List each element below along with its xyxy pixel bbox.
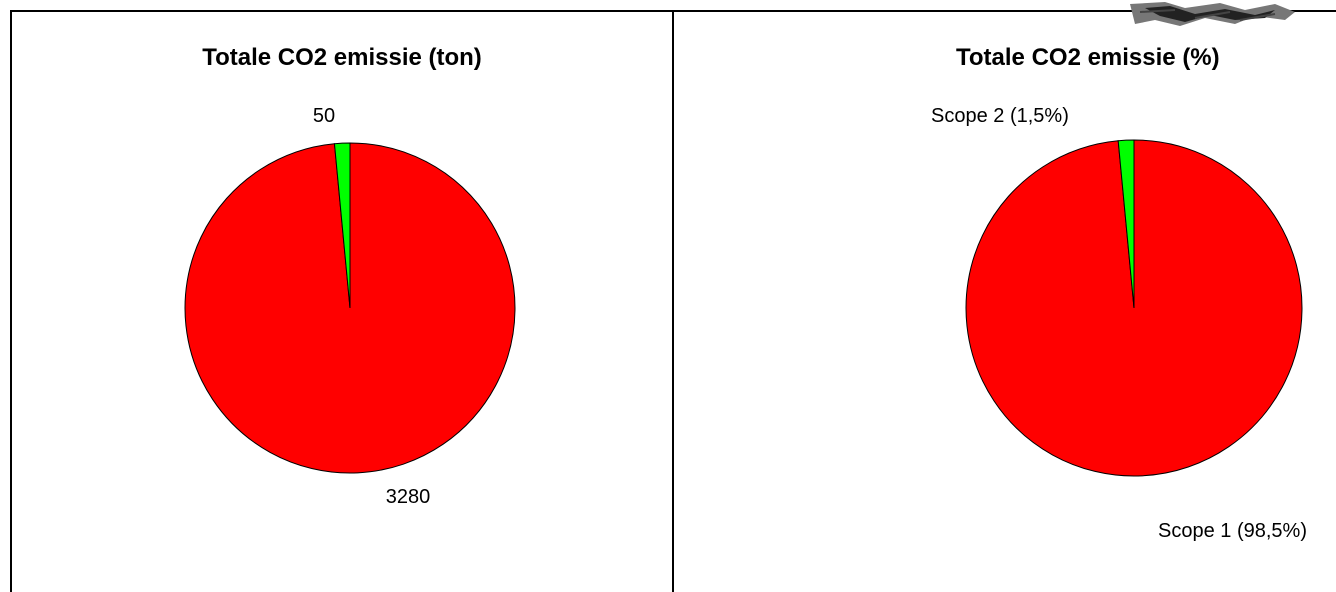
chart-panel-ton: Totale CO2 emissie (ton) 3280 50 [12, 12, 672, 592]
chart-title: Totale CO2 emissie (ton) [202, 44, 482, 71]
pie-chart-ton: 3280 50 [184, 105, 516, 508]
left-border [10, 10, 12, 592]
chart-panel-percent: Totale CO2 emissie (%) Scope 1 (98,5%) Sc… [674, 12, 1336, 592]
data-label-scope-2: Scope 2 (1,5%) [931, 105, 1069, 127]
logo-icon [1130, 2, 1295, 26]
data-label-scope-2: 50 [313, 105, 335, 127]
panel-divider [672, 10, 674, 592]
data-label-scope-1: 3280 [386, 486, 431, 508]
pie-chart-percent: Scope 1 (98,5%) Scope 2 (1,5%) [931, 105, 1307, 542]
chart-title: Totale CO2 emissie (%) [956, 44, 1220, 71]
pie-slice-scope-2 [1117, 139, 1135, 309]
pie-slice-scope-2 [333, 142, 351, 309]
data-label-scope-1: Scope 1 (98,5%) [1158, 520, 1307, 542]
